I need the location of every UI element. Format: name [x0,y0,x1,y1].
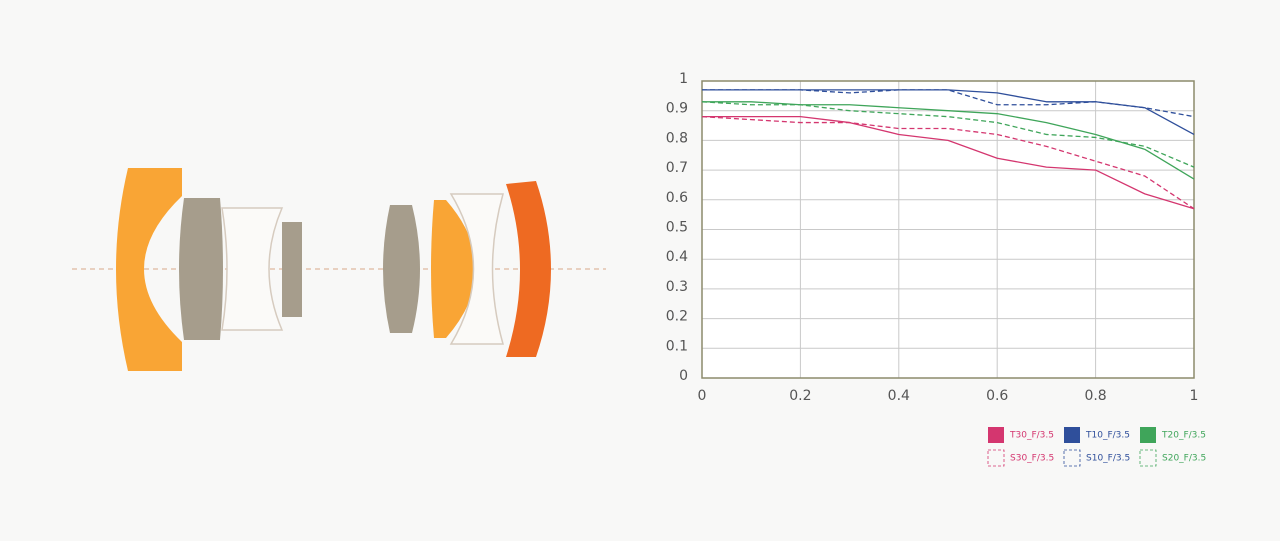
lens-element [431,200,476,338]
y-tick-label: 0.8 [666,130,688,146]
y-tick-label: 0.5 [666,220,688,236]
y-tick-label: 0.4 [666,249,688,265]
series-line [702,101,1195,180]
x-tick-label: 0.4 [888,388,910,404]
y-tick-label: 0.9 [666,101,688,117]
legend-label: S10_F/3.5 [1086,454,1130,464]
x-tick-label: 0 [698,388,707,404]
lens-element [116,168,182,371]
y-tick-label: 0.6 [666,190,688,206]
legend-swatch [988,427,1004,443]
legend-swatch [1140,427,1156,443]
legend-swatch [1063,449,1081,467]
legend-swatch [987,449,1005,467]
series-line [701,101,1195,168]
mtf-chart: 0 0.1 0.2 0.3 0.4 0.5 0.6 0.7 0.8 0.9 1 0 0.2 0.4 0.6 0… [666,71,1206,467]
y-tick-label: 0.7 [666,160,688,176]
legend-label: T20_F/3.5 [1161,431,1206,441]
legend-swatch [1139,449,1157,467]
series-line [702,115,1195,210]
y-tick-label: 0 [679,368,688,384]
legend-label: T10_F/3.5 [1085,431,1130,441]
lens-element [221,207,284,331]
x-tick-label: 1 [1190,388,1199,404]
series-line [702,89,1195,118]
legend-swatch [1064,427,1080,443]
y-tick-label: 1 [679,71,688,87]
lens-element [282,222,302,317]
lens-diagram [72,168,606,371]
y-tick-label: 0.3 [666,279,688,295]
x-tick-label: 0.2 [789,388,811,404]
series-line [701,115,1195,210]
x-tick-label: 0.8 [1084,388,1106,404]
lens-element [383,205,420,333]
y-tick-label: 0.2 [666,309,688,325]
legend-label: T30_F/3.5 [1009,431,1054,441]
legend-label: S30_F/3.5 [1010,454,1054,464]
lens-element [449,193,504,345]
y-tick-label: 0.1 [666,338,688,354]
x-tick-label: 0.6 [986,388,1008,404]
plot-frame [701,80,1195,379]
lens-element [506,181,551,357]
lens-element [179,198,223,340]
legend-label: S20_F/3.5 [1162,454,1206,464]
